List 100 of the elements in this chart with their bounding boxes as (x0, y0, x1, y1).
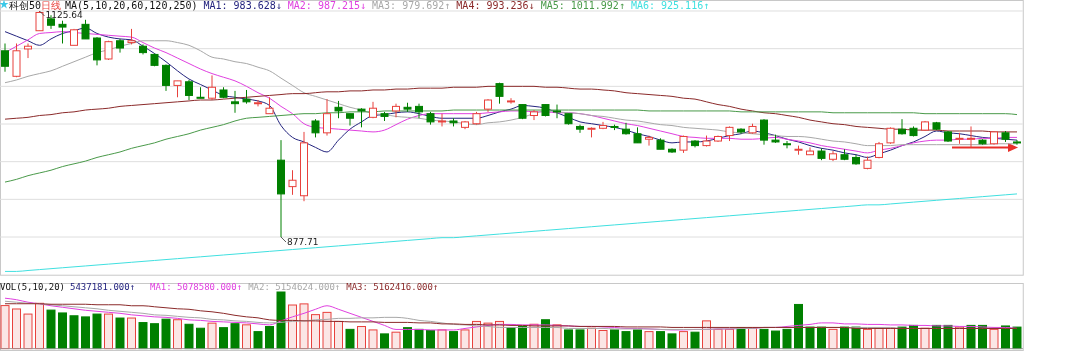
bar (207, 322, 217, 350)
bar (184, 323, 194, 350)
bar (265, 326, 274, 350)
bar (437, 329, 447, 350)
annotation: 1125.64 (45, 10, 83, 21)
candlestick (760, 118, 768, 146)
bar (863, 328, 872, 350)
text: MA3: 979.692↑ (372, 0, 451, 11)
bar (805, 326, 815, 350)
candlestick (288, 169, 297, 196)
bar (35, 302, 44, 350)
candlestick (346, 113, 354, 127)
bar (966, 324, 976, 350)
bar (840, 326, 849, 350)
bar (679, 331, 688, 350)
bar (46, 309, 56, 350)
bar (253, 331, 263, 350)
chart-title: VOL(5,10,20) (0, 282, 66, 292)
bar (322, 311, 332, 350)
bar (794, 303, 803, 350)
bar (368, 329, 378, 350)
bar (702, 320, 711, 350)
candlestick (530, 109, 538, 121)
candlestick (24, 42, 32, 59)
text: MA5: 1011.992↑ (540, 0, 625, 11)
bar (575, 329, 585, 350)
candlestick (438, 113, 446, 127)
bar (161, 318, 171, 350)
candlestick (622, 122, 630, 136)
bar (150, 323, 159, 350)
candlestick (576, 124, 584, 134)
candlestick (898, 118, 906, 136)
bar (380, 333, 389, 350)
bar (828, 328, 838, 350)
candlestick (162, 63, 170, 92)
bar (138, 322, 148, 350)
bar (242, 324, 251, 350)
candlestick (208, 74, 216, 101)
legend-title: MA(5,10,20,60,120,250) (65, 0, 198, 11)
bar (414, 328, 424, 350)
bar (874, 327, 884, 350)
bar (1012, 326, 1022, 350)
candlestick (58, 20, 67, 44)
candlestick (357, 107, 366, 128)
bar (334, 320, 343, 350)
bar (598, 329, 608, 350)
bar (736, 327, 746, 350)
candlestick (254, 99, 262, 107)
bar (173, 319, 182, 350)
bar (506, 327, 516, 350)
bar (104, 313, 113, 350)
bar (219, 327, 228, 350)
chart-title: 科创50 (9, 0, 42, 11)
annotation: 5437181.000↑ (70, 282, 136, 292)
bar (299, 303, 309, 350)
bar (69, 315, 79, 350)
bar (23, 313, 33, 350)
chart-subtitle: 日线 (41, 0, 62, 11)
candlestick (553, 104, 561, 119)
text: MA1: 983.628↓ (203, 0, 282, 11)
text: MA4: 993.236↓ (456, 0, 535, 11)
candlestick (231, 90, 239, 114)
bar (851, 326, 861, 350)
bar (989, 328, 999, 350)
candlestick (93, 36, 101, 66)
bar (897, 326, 907, 350)
bar (426, 329, 435, 350)
bar (782, 328, 792, 350)
annotation: 877.71 (287, 236, 319, 247)
bar (713, 328, 723, 350)
bar (81, 316, 90, 350)
bar (920, 327, 930, 350)
candlestick (507, 97, 515, 105)
bar (656, 331, 665, 350)
bar (230, 323, 240, 350)
bar (564, 329, 573, 350)
bar (610, 329, 619, 350)
bar (771, 330, 780, 350)
bar (587, 327, 596, 350)
candlestick (967, 125, 975, 148)
candlestick (415, 103, 423, 119)
candlestick (323, 98, 331, 137)
bar (391, 331, 401, 350)
bar (288, 304, 297, 350)
bar (115, 317, 125, 350)
bar (357, 326, 366, 350)
text: MA3: 5162416.000↑ (346, 282, 439, 292)
bar (403, 327, 412, 350)
bar (633, 329, 642, 350)
bar (196, 327, 205, 350)
bar (667, 333, 677, 350)
bar (644, 331, 654, 350)
candlestick (185, 79, 193, 101)
bar (0, 305, 10, 350)
bar (817, 326, 826, 350)
candlestick (311, 118, 320, 138)
bar (725, 328, 734, 350)
bar (127, 317, 136, 350)
bar (58, 312, 67, 350)
bar (345, 328, 355, 350)
